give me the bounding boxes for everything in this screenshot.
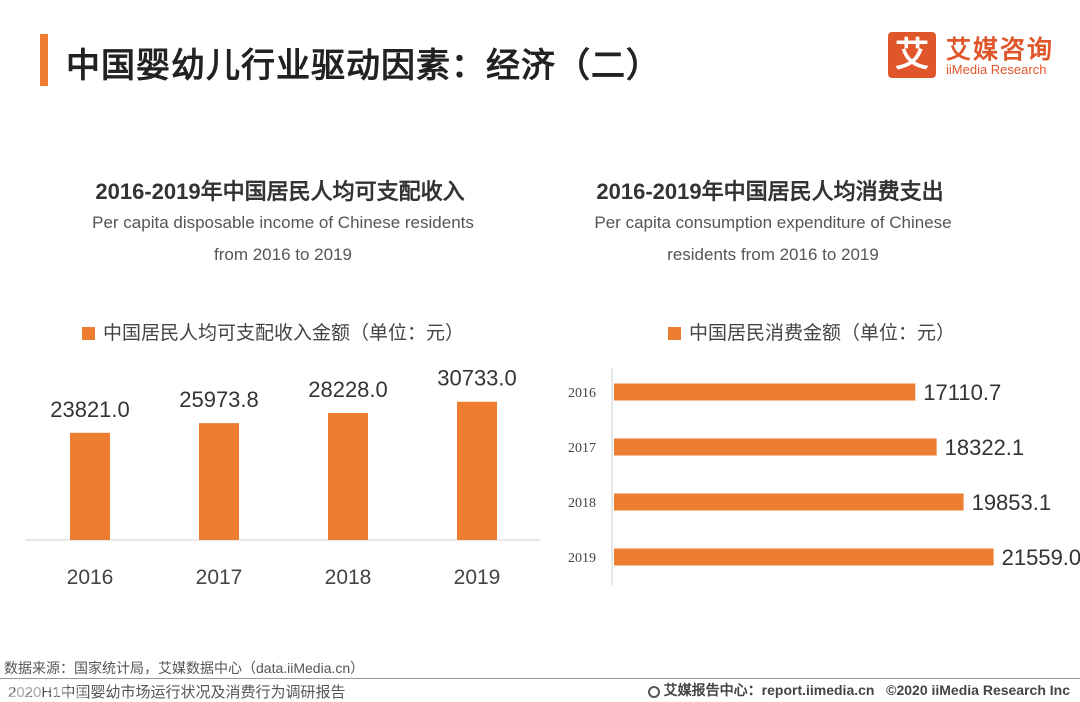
- legend-swatch-icon: [82, 327, 95, 340]
- data-label-2017: 25973.8: [179, 387, 259, 412]
- copyright: ©2020 iiMedia Research Inc: [886, 682, 1070, 698]
- right-chart-subtitle-line-2: residents from 2016 to 2019: [667, 245, 879, 264]
- x-tick-2017: 2017: [196, 566, 243, 589]
- bar-2016: [614, 383, 916, 401]
- logo-mark-icon: 艾: [888, 32, 936, 78]
- bar-2019: [457, 401, 497, 540]
- left-chart-title: 2016-2019年中国居民人均可支配收入: [95, 179, 465, 204]
- x-tick-2016: 2016: [67, 566, 114, 589]
- data-label-2016: 23821.0: [50, 397, 130, 422]
- right-chart-legend-label: 中国居民消费金额（单位：元）: [689, 323, 956, 344]
- right-chart-subtitle-line-1: Per capita consumption expenditure of Ch…: [594, 213, 952, 232]
- left-chart-legend: 中国居民人均可支配收入金额（单位：元）: [82, 318, 464, 345]
- left-chart-subtitle-line-1: Per capita disposable income of Chinese …: [92, 213, 474, 232]
- data-label-2018: 19853.1: [972, 490, 1052, 515]
- y-tick-2017: 2017: [568, 441, 596, 456]
- y-tick-2018: 2018: [568, 496, 596, 511]
- right-chart-subtitle: Per capita consumption expenditure of Ch…: [556, 207, 990, 271]
- y-tick-2019: 2019: [568, 551, 596, 566]
- page-title: 中国婴幼儿行业驱动因素：经济（二）: [66, 47, 661, 85]
- bar-2017: [614, 438, 937, 456]
- bar-2019: [614, 548, 994, 566]
- data-label-2019: 30733.0: [437, 366, 517, 391]
- bar-2017: [199, 423, 239, 540]
- title-accent-bar: [40, 34, 48, 86]
- y-tick-2016: 2016: [568, 386, 596, 401]
- report-name: 2020H1中国婴幼市场运行状况及消费行为调研报告: [8, 684, 346, 701]
- right-bar-chart: 2016 17110.7 2017 18322.1 2018 19853.1 2019 215…: [568, 368, 1080, 585]
- bar-2018: [614, 493, 964, 511]
- data-label-2016: 17110.7: [923, 380, 1001, 405]
- report-center-link[interactable]: 艾媒报告中心：report.iimedia.cn: [663, 682, 875, 698]
- right-chart-legend: 中国居民消费金额（单位：元）: [668, 318, 955, 345]
- logo-english-name: iiMedia Research: [946, 62, 1047, 77]
- footer-divider: [0, 678, 1080, 679]
- left-chart-legend-label: 中国居民人均可支配收入金额（单位：元）: [103, 323, 465, 344]
- left-bar-chart: 23821.0 2016 25973.8 2017 28228.0 2018 30733.0…: [25, 366, 540, 589]
- bar-2018: [328, 412, 368, 540]
- logo-chinese-name: 艾媒咨询: [946, 36, 1055, 64]
- legend-swatch-icon: [668, 327, 681, 340]
- left-chart-subtitle-line-2: from 2016 to 2019: [214, 245, 352, 264]
- left-chart-subtitle: Per capita disposable income of Chinese …: [30, 207, 536, 271]
- right-chart-title: 2016-2019年中国居民人均消费支出: [596, 179, 944, 204]
- data-label-2018: 28228.0: [308, 377, 388, 402]
- data-label-2019: 21559.0: [1002, 545, 1080, 570]
- x-tick-2018: 2018: [325, 566, 372, 589]
- x-tick-2019: 2019: [454, 566, 501, 589]
- globe-icon: [647, 686, 660, 698]
- data-source: 数据来源：国家统计局，艾媒数据中心（data.iiMedia.cn）: [4, 660, 365, 676]
- data-label-2017: 18322.1: [945, 435, 1025, 460]
- footer-info: 艾媒报告中心：report.iimedia.cn ©2020 iiMedia R…: [647, 680, 1070, 700]
- watermark: 1080 AI报告: [8, 684, 89, 701]
- brand-logo: 艾 艾媒咨询 iiMedia Research: [888, 30, 1063, 82]
- bar-2016: [70, 432, 110, 540]
